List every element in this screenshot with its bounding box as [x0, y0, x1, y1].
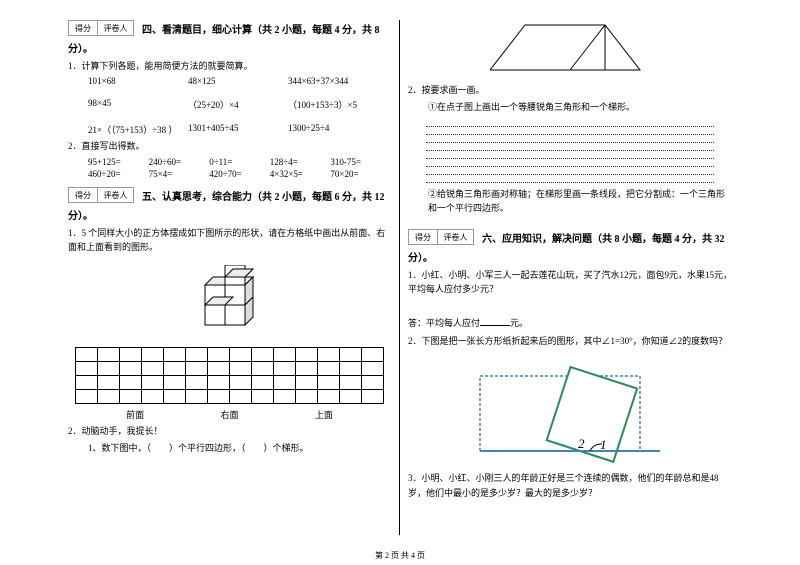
trapezoid-icon — [490, 20, 650, 75]
grader-label: 评卷人 — [438, 229, 474, 245]
q4-2: 2．直接写出得数。 — [68, 139, 391, 153]
section-4-title: 四、看清题目，细心计算（共 2 小题，每题 4 分，共 8 — [142, 21, 380, 36]
cubes-icon — [175, 265, 285, 335]
score-label: 得分 — [68, 20, 98, 36]
q5-2-sub: 1、数下图中，（ ）个平行四边形，（ ）个梯形。 — [68, 441, 391, 455]
ans-blank — [480, 325, 510, 326]
left-column: 得分 评卷人 四、看清题目，细心计算（共 2 小题，每题 4 分，共 8 分）。… — [60, 20, 400, 535]
top-label: 上面 — [315, 408, 333, 421]
angle-2-label: 2 — [578, 436, 585, 451]
q6-2: 2．下图是把一张长方形纸折起来后的图形，其中∠1=30°，你知道∠2的度数吗？ — [408, 334, 732, 348]
grader-label: 评卷人 — [98, 20, 134, 36]
section-5-title: 五、认真思考，综合能力（共 2 小题，每题 6 分，共 12 — [142, 188, 385, 203]
grader-label: 评卷人 — [98, 187, 134, 203]
ans-prefix: 答：平均每人应付 — [408, 318, 480, 328]
calc-item: 70×20= — [330, 169, 391, 179]
section-4-title-cont: 分）。 — [68, 40, 391, 55]
calc-item: 310-75= — [330, 157, 391, 167]
r-q2: 2．按要求画一画。 — [408, 83, 732, 97]
calc-item: 344×63+37×344 — [288, 76, 388, 86]
score-label: 得分 — [408, 229, 438, 245]
calc-row-5: 460÷20= 75×4= 420÷70= 4×32×5= 70×20= — [68, 169, 391, 179]
calc-item: 1300÷25÷4 — [288, 123, 388, 136]
calc-row-2: 98×45 （25+20）×4 （100+153÷3）×5 — [68, 98, 391, 111]
r-q2-sub2: ②给锐角三角形画对称轴；在梯形里画一条线段，把它分割成：一个三角形和一个平行四边… — [408, 187, 732, 216]
answer-grid — [75, 347, 384, 404]
score-box-6: 得分 评卷人 六、应用知识，解决问题（共 8 小题，每题 4 分，共 32 — [408, 229, 732, 245]
fold-figure: 2 1 — [408, 356, 732, 468]
calc-item: 0÷11= — [209, 157, 270, 167]
calc-item: （100+153÷3）×5 — [288, 98, 388, 111]
calc-item: 240÷60= — [149, 157, 210, 167]
section-6-title-cont: 分）。 — [408, 249, 732, 264]
section-5-title-cont: 分）。 — [68, 207, 391, 222]
calc-item: （25+20）×4 — [188, 98, 288, 111]
calc-item: 21×（（75+153）÷38 ） — [88, 123, 188, 136]
score-label: 得分 — [68, 187, 98, 203]
q5-2: 2．动脑动手，我提长！ — [68, 424, 391, 438]
ans-suffix: 元。 — [510, 318, 528, 328]
r-q2-sub1: ①在点子图上画出一个等腰锐角三角形和一个梯形。 — [408, 100, 732, 114]
calc-item: 4×32×5= — [270, 169, 331, 179]
trapezoid-figure — [408, 20, 732, 77]
calc-item: 460÷20= — [88, 169, 149, 179]
right-column: 2．按要求画一画。 ①在点子图上画出一个等腰锐角三角形和一个梯形。 ②给锐角三角… — [400, 20, 740, 535]
calc-item: 98×45 — [88, 98, 188, 111]
calc-row-3: 21×（（75+153）÷38 ） 1301+405÷45 1300÷25÷4 — [68, 123, 391, 136]
fold-icon: 2 1 — [460, 356, 680, 466]
calc-item: 1301+405÷45 — [188, 123, 288, 136]
page-footer: 第 2 页 共 4 页 — [0, 550, 800, 561]
score-box-5: 得分 评卷人 五、认真思考，综合能力（共 2 小题，每题 6 分，共 12 — [68, 187, 391, 203]
angle-1-label: 1 — [600, 437, 607, 452]
calc-row-1: 101×68 48×125 344×63+37×344 — [68, 76, 391, 86]
score-box-4: 得分 评卷人 四、看清题目，细心计算（共 2 小题，每题 4 分，共 8 — [68, 20, 391, 36]
page: 得分 评卷人 四、看清题目，细心计算（共 2 小题，每题 4 分，共 8 分）。… — [0, 0, 800, 545]
calc-item: 420÷70= — [209, 169, 270, 179]
calc-item: 128÷4= — [270, 157, 331, 167]
q5-1: 1．5 个同样大小的正方体摆成如下图所示的形状，请在方格纸中画出从前面、右面和上… — [68, 226, 391, 255]
calc-row-4: 95+125= 240÷60= 0÷11= 128÷4= 310-75= — [68, 157, 391, 167]
front-label: 前面 — [126, 408, 144, 421]
dot-grid — [426, 119, 714, 183]
section-6-title: 六、应用知识，解决问题（共 8 小题，每题 4 分，共 32 — [482, 230, 725, 245]
view-labels: 前面 右面 上面 — [68, 408, 391, 421]
calc-item: 95+125= — [88, 157, 149, 167]
q6-3: 3．小明、小红、小刚三人的年龄正好是三个连续的偶数，他们的年龄总和是48岁，他们… — [408, 471, 732, 500]
q4-1: 1．计算下列各题，能用简便方法的就要简算。 — [68, 59, 391, 73]
calc-item: 101×68 — [88, 76, 188, 86]
cubes-figure — [68, 265, 391, 337]
calc-item: 75×4= — [149, 169, 210, 179]
right-label: 右面 — [220, 408, 238, 421]
calc-item: 48×125 — [188, 76, 288, 86]
q6-1-ans: 答：平均每人应付 元。 — [408, 316, 732, 330]
q6-1: 1．小红、小明、小军三人一起去莲花山玩，买了汽水12元，面包9元，水果15元，平… — [408, 268, 732, 297]
